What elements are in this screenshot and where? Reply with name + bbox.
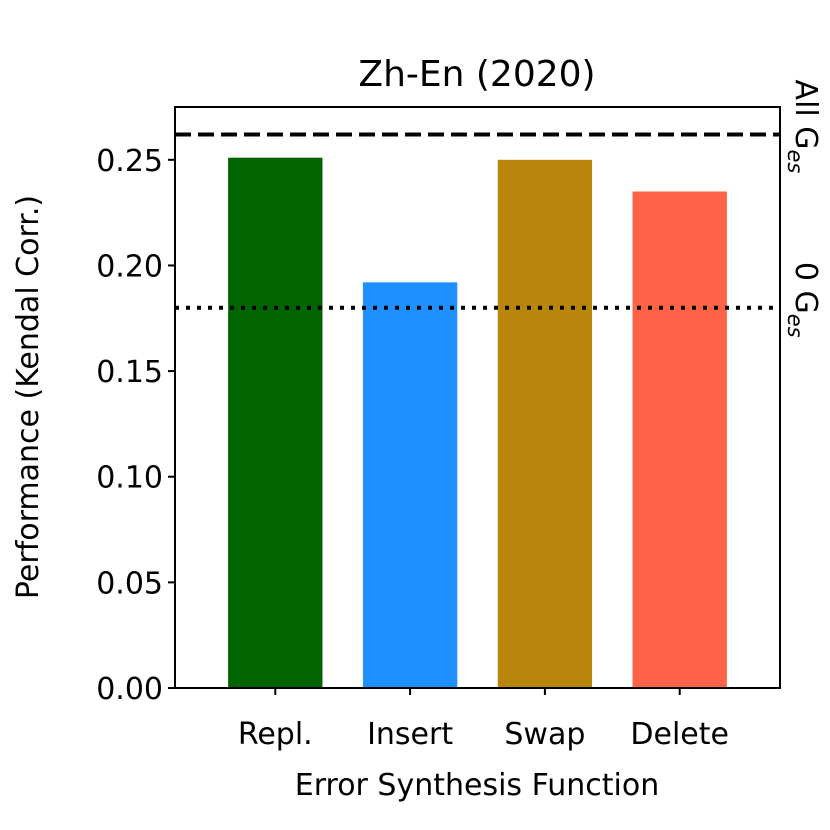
y-axis-label: Performance (Kendal Corr.) bbox=[11, 195, 46, 599]
bar bbox=[497, 159, 593, 688]
x-axis-label: Error Synthesis Function bbox=[295, 768, 659, 803]
reference-label-sub: es bbox=[783, 150, 807, 174]
y-tick-label: 0.00 bbox=[96, 672, 163, 707]
reference-label: All Ges bbox=[783, 80, 823, 174]
x-tick-label: Swap bbox=[504, 717, 585, 752]
bar bbox=[362, 282, 458, 688]
chart-title: Zh-En (2020) bbox=[358, 54, 595, 95]
x-tick-label: Insert bbox=[367, 717, 453, 752]
reference-label-text: All G bbox=[788, 80, 823, 150]
reference-label-text: 0 G bbox=[788, 262, 823, 314]
x-tick-label: Repl. bbox=[238, 717, 313, 752]
y-tick-label: 0.05 bbox=[96, 566, 163, 601]
plot-frame bbox=[174, 106, 781, 689]
bar bbox=[632, 191, 727, 688]
y-tick-label: 0.15 bbox=[96, 355, 163, 390]
y-tick-label: 0.20 bbox=[96, 249, 163, 284]
y-tick-label: 0.25 bbox=[96, 144, 163, 179]
y-tick-label: 0.10 bbox=[96, 461, 163, 496]
bar bbox=[228, 157, 323, 689]
reference-label: 0 Ges bbox=[783, 262, 823, 338]
reference-label-sub: es bbox=[783, 314, 807, 338]
x-tick-label: Delete bbox=[630, 717, 729, 752]
